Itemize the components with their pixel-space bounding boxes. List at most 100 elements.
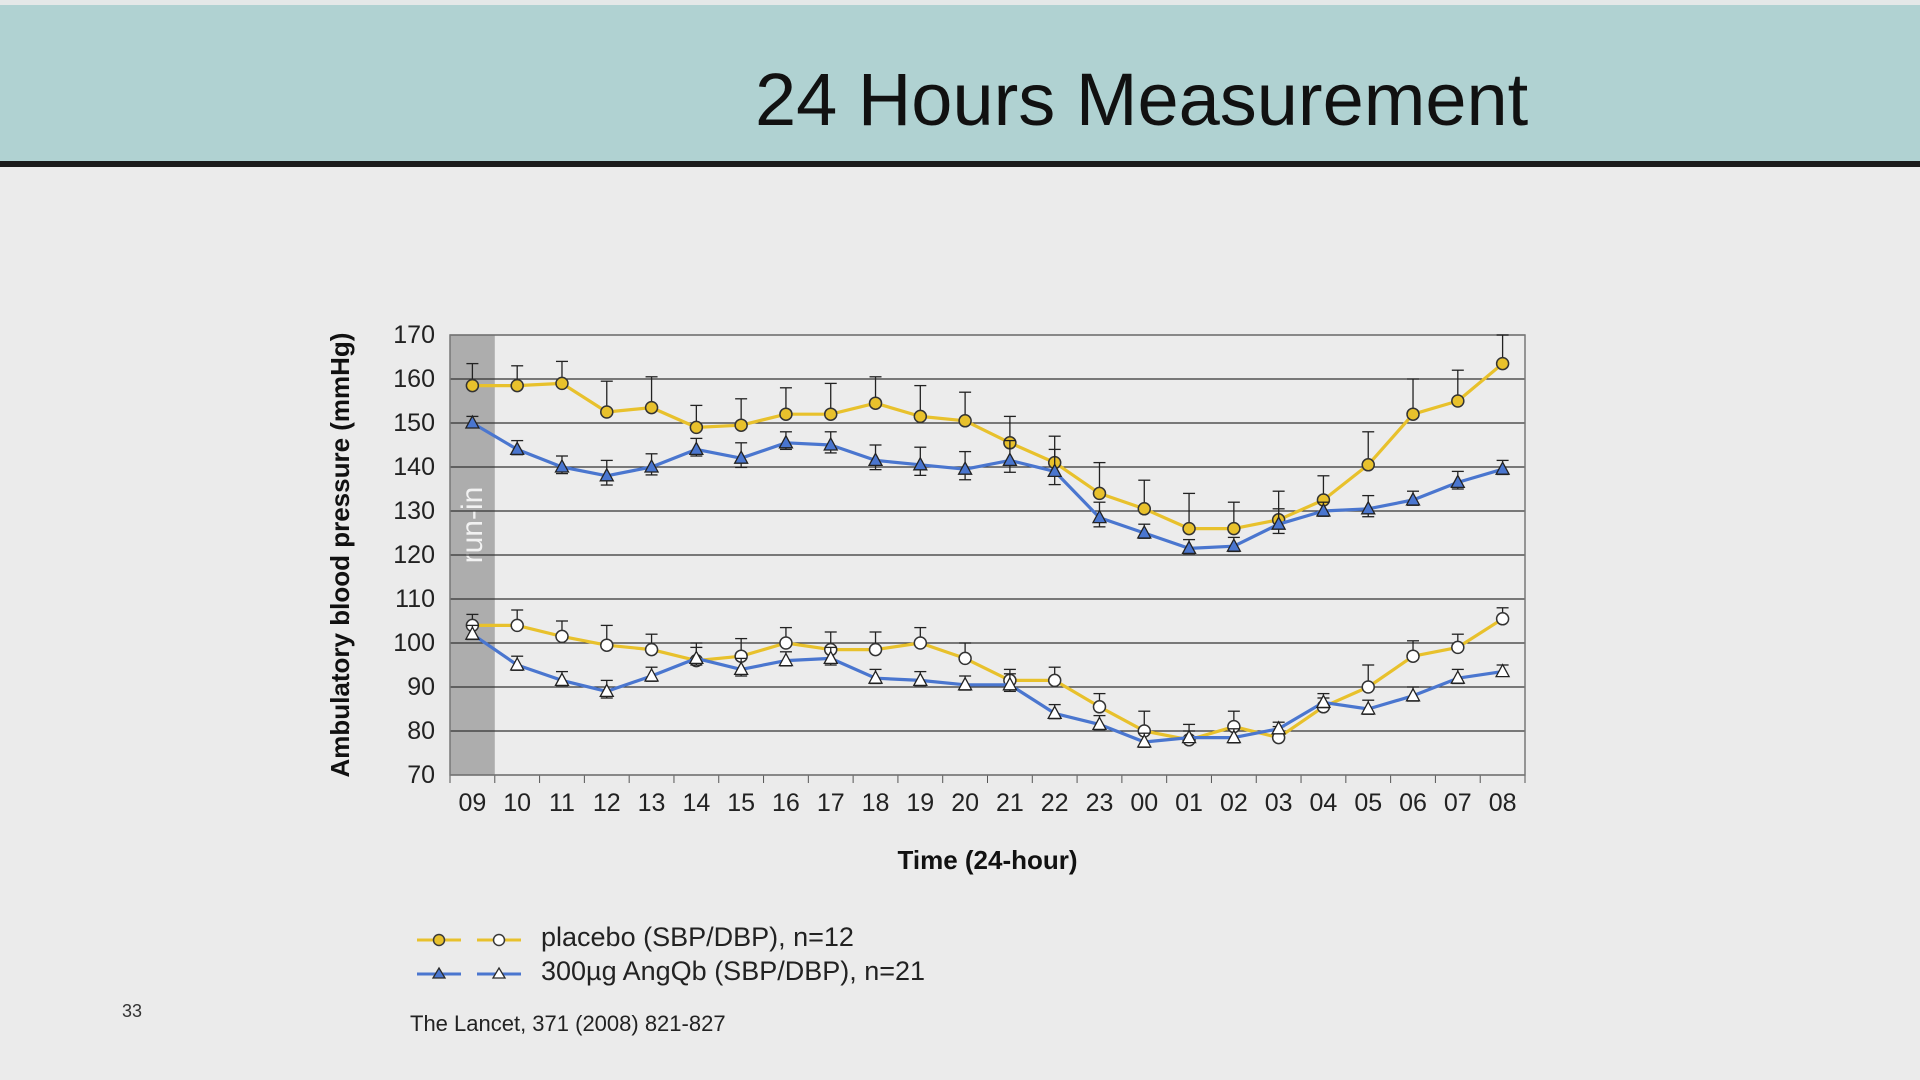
data-point: [510, 378, 524, 393]
series-line: [472, 362, 1504, 531]
data-point: [1047, 673, 1062, 688]
y-axis-title: Ambulatory blood pressure (mmHg): [325, 333, 355, 778]
x-tick-label: 14: [682, 789, 710, 817]
data-point: [1361, 458, 1375, 472]
data-point: [868, 396, 883, 410]
data-point: [1226, 537, 1242, 552]
legend-label-placebo: placebo (SBP/DBP), n=12: [541, 922, 854, 952]
data-point: [823, 436, 839, 451]
data-point: [1137, 502, 1152, 516]
data-point: [600, 638, 614, 652]
data-point: [554, 672, 570, 687]
data-point: [1226, 729, 1242, 744]
data-point: [1315, 694, 1332, 709]
run-in-label: run-in: [456, 487, 489, 564]
data-point: [1451, 640, 1465, 655]
y-tick-label: 90: [407, 673, 435, 701]
data-point: [1405, 687, 1421, 702]
data-point: [823, 407, 838, 421]
data-point: [1091, 716, 1108, 731]
x-axis-title: Time (24-hour): [897, 845, 1077, 875]
x-tick-label: 01: [1175, 789, 1203, 817]
data-point: [555, 376, 569, 391]
data-point: [1406, 649, 1420, 663]
data-point: [643, 667, 660, 682]
data-point: [599, 467, 615, 482]
x-tick-label: 06: [1399, 789, 1427, 817]
data-point: [509, 656, 525, 671]
page-number: 33: [122, 1001, 143, 1021]
data-point: [1495, 663, 1511, 678]
data-point: [1182, 521, 1196, 536]
data-point: [778, 434, 794, 449]
y-tick-label: 120: [393, 541, 435, 569]
plot-frame: [449, 334, 1526, 776]
x-tick-label: 08: [1489, 789, 1517, 817]
x-tick-label: 07: [1444, 789, 1472, 817]
data-point: [1181, 540, 1197, 555]
data-point: [958, 651, 972, 666]
data-point: [1047, 463, 1063, 478]
data-point: [1227, 521, 1241, 536]
x-tick-label: 00: [1130, 789, 1158, 817]
top-border-strip: [0, 0, 1920, 5]
x-tick-label: 05: [1354, 789, 1382, 817]
x-tick-label: 18: [862, 789, 890, 817]
data-point: [599, 683, 615, 698]
x-tick-label: 02: [1220, 789, 1248, 817]
data-point: [1361, 680, 1375, 694]
y-tick-label: 80: [407, 717, 435, 745]
data-point: [1450, 669, 1466, 684]
x-tick-label: 11: [549, 789, 575, 817]
series-angqb-sbp: [464, 414, 1511, 555]
data-point: [868, 642, 883, 657]
x-tick-label: 16: [772, 789, 800, 817]
y-tick-label: 160: [393, 365, 435, 393]
data-point: [734, 418, 748, 432]
data-point: [867, 669, 884, 684]
x-tick-label: 20: [951, 789, 979, 817]
data-point: [1450, 474, 1466, 489]
x-tick-label: 09: [458, 789, 486, 817]
data-point: [913, 636, 928, 650]
data-point: [464, 414, 480, 429]
data-point: [957, 676, 973, 691]
x-tick-label: 04: [1310, 789, 1338, 817]
data-point: [1315, 502, 1332, 517]
legend-label-angqb: 300µg AngQb (SBP/DBP), n=21: [541, 956, 926, 986]
data-point: [912, 456, 928, 471]
data-point: [958, 414, 972, 428]
y-tick-label: 100: [393, 629, 435, 657]
data-point: [688, 441, 704, 456]
x-tick-label: 13: [638, 789, 666, 817]
y-tick-label: 170: [393, 321, 435, 349]
data-point: [554, 458, 570, 473]
data-point: [1360, 700, 1376, 715]
placebo-legend-swatch: [417, 933, 521, 947]
data-point: [688, 650, 704, 665]
y-tick-label: 130: [393, 497, 435, 525]
data-point: [464, 625, 480, 640]
data-point: [1405, 491, 1421, 506]
data-point: [1136, 524, 1152, 539]
data-point: [644, 642, 659, 657]
data-point: [1495, 460, 1511, 475]
data-point: [643, 458, 660, 473]
data-point: [644, 400, 659, 415]
data-point: [465, 378, 480, 393]
data-point: [779, 407, 793, 421]
series-angqb-dbp: [464, 624, 1511, 748]
series-line: [471, 421, 1504, 551]
data-point: [1495, 356, 1510, 371]
data-point: [913, 409, 928, 424]
data-point: [779, 636, 793, 650]
citation: The Lancet, 371 (2008) 821-827: [410, 1011, 726, 1036]
data-point: [1002, 452, 1018, 467]
data-point: [957, 460, 973, 475]
data-point: [912, 672, 928, 687]
y-tick-label: 150: [393, 409, 435, 437]
data-point: [778, 652, 794, 667]
data-point: [600, 405, 614, 419]
data-point: [1406, 407, 1420, 421]
